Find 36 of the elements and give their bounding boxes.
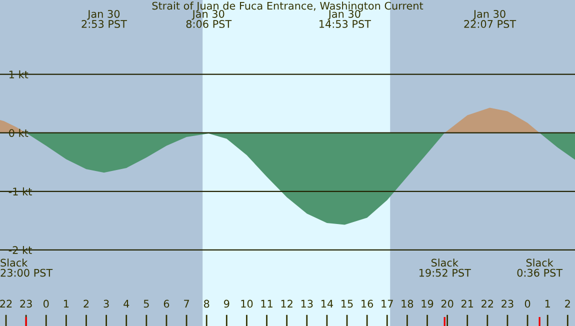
x-tick-label: 2 <box>565 300 570 308</box>
x-tick-label: 23 <box>502 300 514 308</box>
x-tick-label: 22 <box>482 300 493 308</box>
x-tick-label: 2 <box>84 300 89 308</box>
x-tick-label: 0 <box>524 300 530 308</box>
x-tick-label: 22 <box>0 300 12 308</box>
x-tick-label: 8 <box>204 300 210 308</box>
x-tick-label: 21 <box>461 300 474 308</box>
x-tick-label: 15 <box>342 300 353 308</box>
x-tick-label: 7 <box>184 300 189 308</box>
x-tick-label: 14 <box>321 300 333 308</box>
x-tick-label: 11 <box>261 300 272 308</box>
x-tick-label: 9 <box>224 300 230 308</box>
annotation: Slack 19:52 PST <box>419 258 471 277</box>
annotation: Slack 0:36 PST <box>517 258 563 277</box>
x-tick-label: 12 <box>281 300 292 308</box>
x-tick-label: 10 <box>241 300 253 308</box>
x-tick-label: 13 <box>301 300 313 308</box>
x-tick-label: 5 <box>144 300 149 308</box>
x-tick-label: 18 <box>402 300 414 308</box>
annotation: Jan 30 22:07 PST <box>464 10 516 28</box>
x-tick-label: 0 <box>44 300 49 308</box>
y-tick-label: 0 kt <box>9 128 28 137</box>
x-tick-label: 19 <box>422 300 434 308</box>
x-tick-label: 23 <box>20 300 32 308</box>
annotation: Jan 30 8:06 PST <box>186 10 232 28</box>
x-tick-label: 3 <box>104 300 109 308</box>
x-tick-label: 16 <box>362 300 374 308</box>
x-tick-label: 4 <box>124 300 130 308</box>
x-tick-label: 6 <box>164 300 170 308</box>
x-tick-label: 17 <box>382 300 393 308</box>
x-tick-label: 1 <box>545 300 550 308</box>
annotation: Jan 30 2:53 PST <box>82 10 127 28</box>
x-tick-label: 20 <box>441 300 454 308</box>
annotation: Slack 23:00 PST <box>0 258 53 277</box>
x-tick-label: 1 <box>64 300 69 308</box>
